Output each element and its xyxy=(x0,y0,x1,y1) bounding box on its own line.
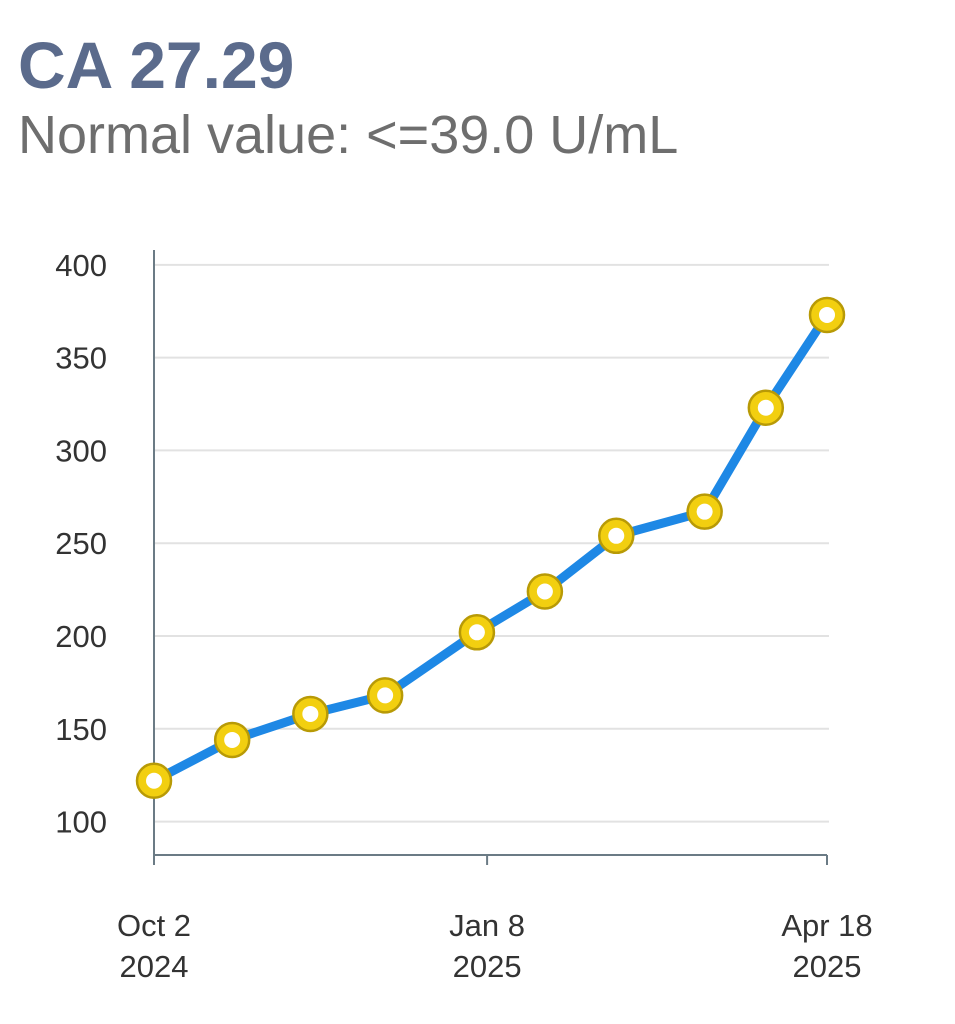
y-tick-label-300: 300 xyxy=(55,433,107,468)
chart-header: CA 27.29 Normal value: <=39.0 U/mL xyxy=(18,28,678,168)
data-point-8 xyxy=(747,389,785,426)
data-point-center-0 xyxy=(146,772,162,789)
data-point-3 xyxy=(366,677,404,714)
y-tick-label-400: 400 xyxy=(55,248,107,283)
data-point-center-1 xyxy=(224,731,241,748)
y-tick-label-100: 100 xyxy=(55,805,107,840)
x-tick-label-1: Jan 8 xyxy=(449,908,525,943)
label-layer: 100 150 200 250 300 350 400 Oct 2 2024 Jan 8 2025 A… xyxy=(55,248,872,984)
x-tick-label-0: Oct 2 xyxy=(117,908,191,943)
data-point-center-9 xyxy=(819,306,835,323)
x-tick-year-label-2: 2025 xyxy=(793,949,862,984)
y-tick-label-150: 150 xyxy=(55,712,107,747)
y-tick-label-200: 200 xyxy=(55,619,107,654)
series-line-0 xyxy=(149,310,832,786)
chart-subtitle: Normal value: <=39.0 U/mL xyxy=(18,105,679,165)
x-tick-year-label-1: 2025 xyxy=(453,949,522,984)
axis-layer xyxy=(153,250,828,865)
data-point-5 xyxy=(526,573,564,610)
data-point-9 xyxy=(808,296,846,334)
data-point-center-8 xyxy=(757,399,774,416)
data-point-center-2 xyxy=(302,705,319,722)
y-tick-label-350: 350 xyxy=(55,341,107,376)
y-tick-label-250: 250 xyxy=(55,526,107,561)
data-point-4 xyxy=(458,614,496,651)
data-point-0 xyxy=(135,762,173,800)
data-point-center-5 xyxy=(536,583,553,600)
data-point-1 xyxy=(213,721,251,759)
data-point-center-7 xyxy=(696,503,713,520)
x-tick-label-2: Apr 18 xyxy=(781,908,872,943)
data-point-center-6 xyxy=(608,527,625,544)
grid-layer xyxy=(154,263,829,823)
chart-title: CA 27.29 xyxy=(18,28,295,102)
data-point-2 xyxy=(292,695,329,733)
line-layer xyxy=(149,310,832,786)
point-layer xyxy=(135,296,846,800)
data-point-6 xyxy=(598,517,635,555)
x-tick-year-label-0: 2024 xyxy=(120,949,189,984)
data-point-center-4 xyxy=(468,624,485,641)
data-point-center-3 xyxy=(377,687,394,704)
data-point-7 xyxy=(686,493,723,530)
